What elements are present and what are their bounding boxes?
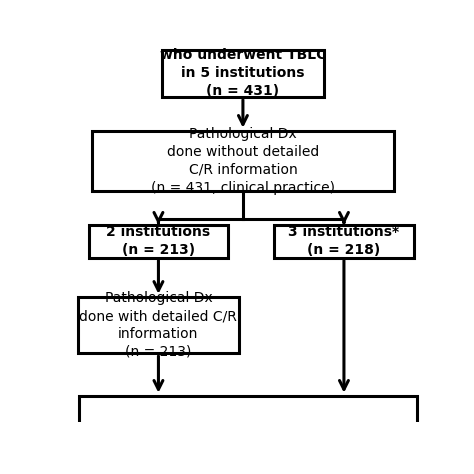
FancyBboxPatch shape	[78, 297, 239, 354]
FancyBboxPatch shape	[80, 396, 418, 429]
FancyBboxPatch shape	[274, 225, 414, 258]
Text: Pathological Dx
done with detailed C/R
information
(n = 213): Pathological Dx done with detailed C/R i…	[80, 292, 237, 359]
FancyBboxPatch shape	[92, 131, 393, 191]
FancyBboxPatch shape	[89, 225, 228, 258]
Text: who underwent TBLC
in 5 institutions
(n = 431): who underwent TBLC in 5 institutions (n …	[160, 48, 326, 98]
Text: 3 institutions*
(n = 218): 3 institutions* (n = 218)	[288, 225, 400, 257]
FancyBboxPatch shape	[162, 50, 324, 97]
Text: 2 institutions
(n = 213): 2 institutions (n = 213)	[106, 225, 210, 257]
Text: Pathological Dx
done without detailed
C/R information
(n = 431, clinical practic: Pathological Dx done without detailed C/…	[151, 127, 335, 195]
